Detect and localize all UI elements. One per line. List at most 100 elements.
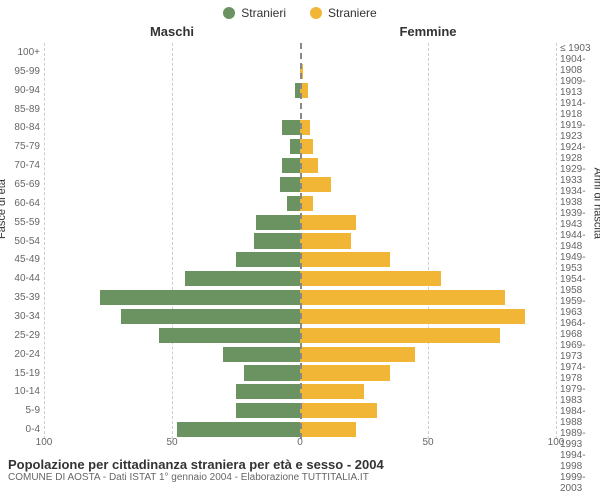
y-axis-left-labels: 100+95-9990-9485-8980-8475-7970-7465-696… [0, 43, 44, 439]
bar-row [300, 100, 556, 119]
y-label-right: 1984-1988 [556, 406, 600, 428]
y-label-left: 95-99 [0, 62, 44, 81]
bar-row [44, 100, 300, 119]
bar-row [44, 62, 300, 81]
y-label-right: 1974-1978 [556, 362, 600, 384]
bar-row [300, 401, 556, 420]
y-label-left: 30-34 [0, 307, 44, 326]
female-bars [300, 43, 556, 439]
bar-row [300, 345, 556, 364]
bar-row [44, 269, 300, 288]
bar-male [223, 347, 300, 362]
bar-row [300, 62, 556, 81]
bar-row [300, 43, 556, 62]
legend-item: Stranieri [223, 6, 286, 20]
legend-label: Straniere [328, 6, 377, 20]
y-label-left: 85-89 [0, 100, 44, 119]
bar-row [300, 213, 556, 232]
bar-row [300, 382, 556, 401]
bar-male [244, 365, 300, 380]
y-label-left: 25-29 [0, 326, 44, 345]
bar-male [282, 158, 300, 173]
y-label-left: 90-94 [0, 81, 44, 100]
y-label-right: 1979-1983 [556, 384, 600, 406]
bar-row [300, 326, 556, 345]
bar-female [300, 365, 390, 380]
bar-row [300, 288, 556, 307]
bar-male [287, 196, 300, 211]
y-label-left: 40-44 [0, 269, 44, 288]
bar-row [300, 269, 556, 288]
y-label-right: 1994-1998 [556, 450, 600, 472]
y-label-right: 1969-1973 [556, 340, 600, 362]
legend: Stranieri Straniere [0, 0, 600, 24]
bar-row [300, 307, 556, 326]
bar-male [159, 328, 300, 343]
y-label-right: 1954-1958 [556, 274, 600, 296]
bar-male [236, 384, 300, 399]
bar-male [236, 252, 300, 267]
y-label-left: 5-9 [0, 401, 44, 420]
y-label-right: 1904-1908 [556, 54, 600, 76]
bar-row [44, 364, 300, 383]
bar-row [300, 364, 556, 383]
bar-male [177, 422, 300, 437]
bar-row [44, 345, 300, 364]
bar-female [300, 271, 441, 286]
legend-swatch [310, 7, 322, 19]
bar-male [256, 215, 300, 230]
y-axis-left-title: Fasce di età [0, 179, 8, 239]
bar-female [300, 422, 356, 437]
bar-row [44, 137, 300, 156]
bar-row [300, 232, 556, 251]
y-axis-right-title: Anni di nascita [592, 167, 600, 239]
bar-female [300, 347, 415, 362]
bar-row [300, 156, 556, 175]
x-tick: 100 [548, 437, 565, 448]
bar-row [300, 250, 556, 269]
bar-row [44, 175, 300, 194]
y-label-left: 70-74 [0, 156, 44, 175]
y-label-left: 45-49 [0, 250, 44, 269]
bar-female [300, 328, 500, 343]
bar-male [280, 177, 300, 192]
bar-row [44, 250, 300, 269]
y-label-right: 1914-1918 [556, 98, 600, 120]
y-label-left: 10-14 [0, 382, 44, 401]
side-headers: Maschi Femmine [0, 24, 600, 39]
bar-row [44, 382, 300, 401]
bar-male [290, 139, 300, 154]
y-label-left: 80-84 [0, 118, 44, 137]
bar-male [185, 271, 300, 286]
bar-male [100, 290, 300, 305]
male-bars [44, 43, 300, 439]
bar-row [300, 175, 556, 194]
bar-row [44, 156, 300, 175]
female-half [300, 43, 556, 439]
bar-row [44, 43, 300, 62]
chart-area: Fasce di età Anni di nascita 100+95-9990… [0, 39, 600, 439]
bar-row [300, 118, 556, 137]
bar-female [300, 403, 377, 418]
legend-item: Straniere [310, 6, 377, 20]
y-label-right: 1964-1968 [556, 318, 600, 340]
bar-female [300, 177, 331, 192]
legend-swatch [223, 7, 235, 19]
bar-male [282, 120, 300, 135]
center-axis [300, 43, 302, 439]
y-label-left: 75-79 [0, 137, 44, 156]
y-label-left: 100+ [0, 43, 44, 62]
bar-male [121, 309, 300, 324]
y-label-left: 20-24 [0, 345, 44, 364]
plot-area [44, 43, 556, 439]
bar-female [300, 233, 351, 248]
male-half [44, 43, 300, 439]
y-label-right: ≤ 1903 [556, 43, 600, 54]
chart-subtitle: COMUNE DI AOSTA - Dati ISTAT 1° gennaio … [8, 472, 592, 483]
y-label-right: 1949-1953 [556, 252, 600, 274]
y-label-right: 1959-1963 [556, 296, 600, 318]
chart-footer: Popolazione per cittadinanza straniera p… [0, 453, 600, 483]
bar-row [300, 194, 556, 213]
bar-row [44, 232, 300, 251]
bar-row [300, 137, 556, 156]
